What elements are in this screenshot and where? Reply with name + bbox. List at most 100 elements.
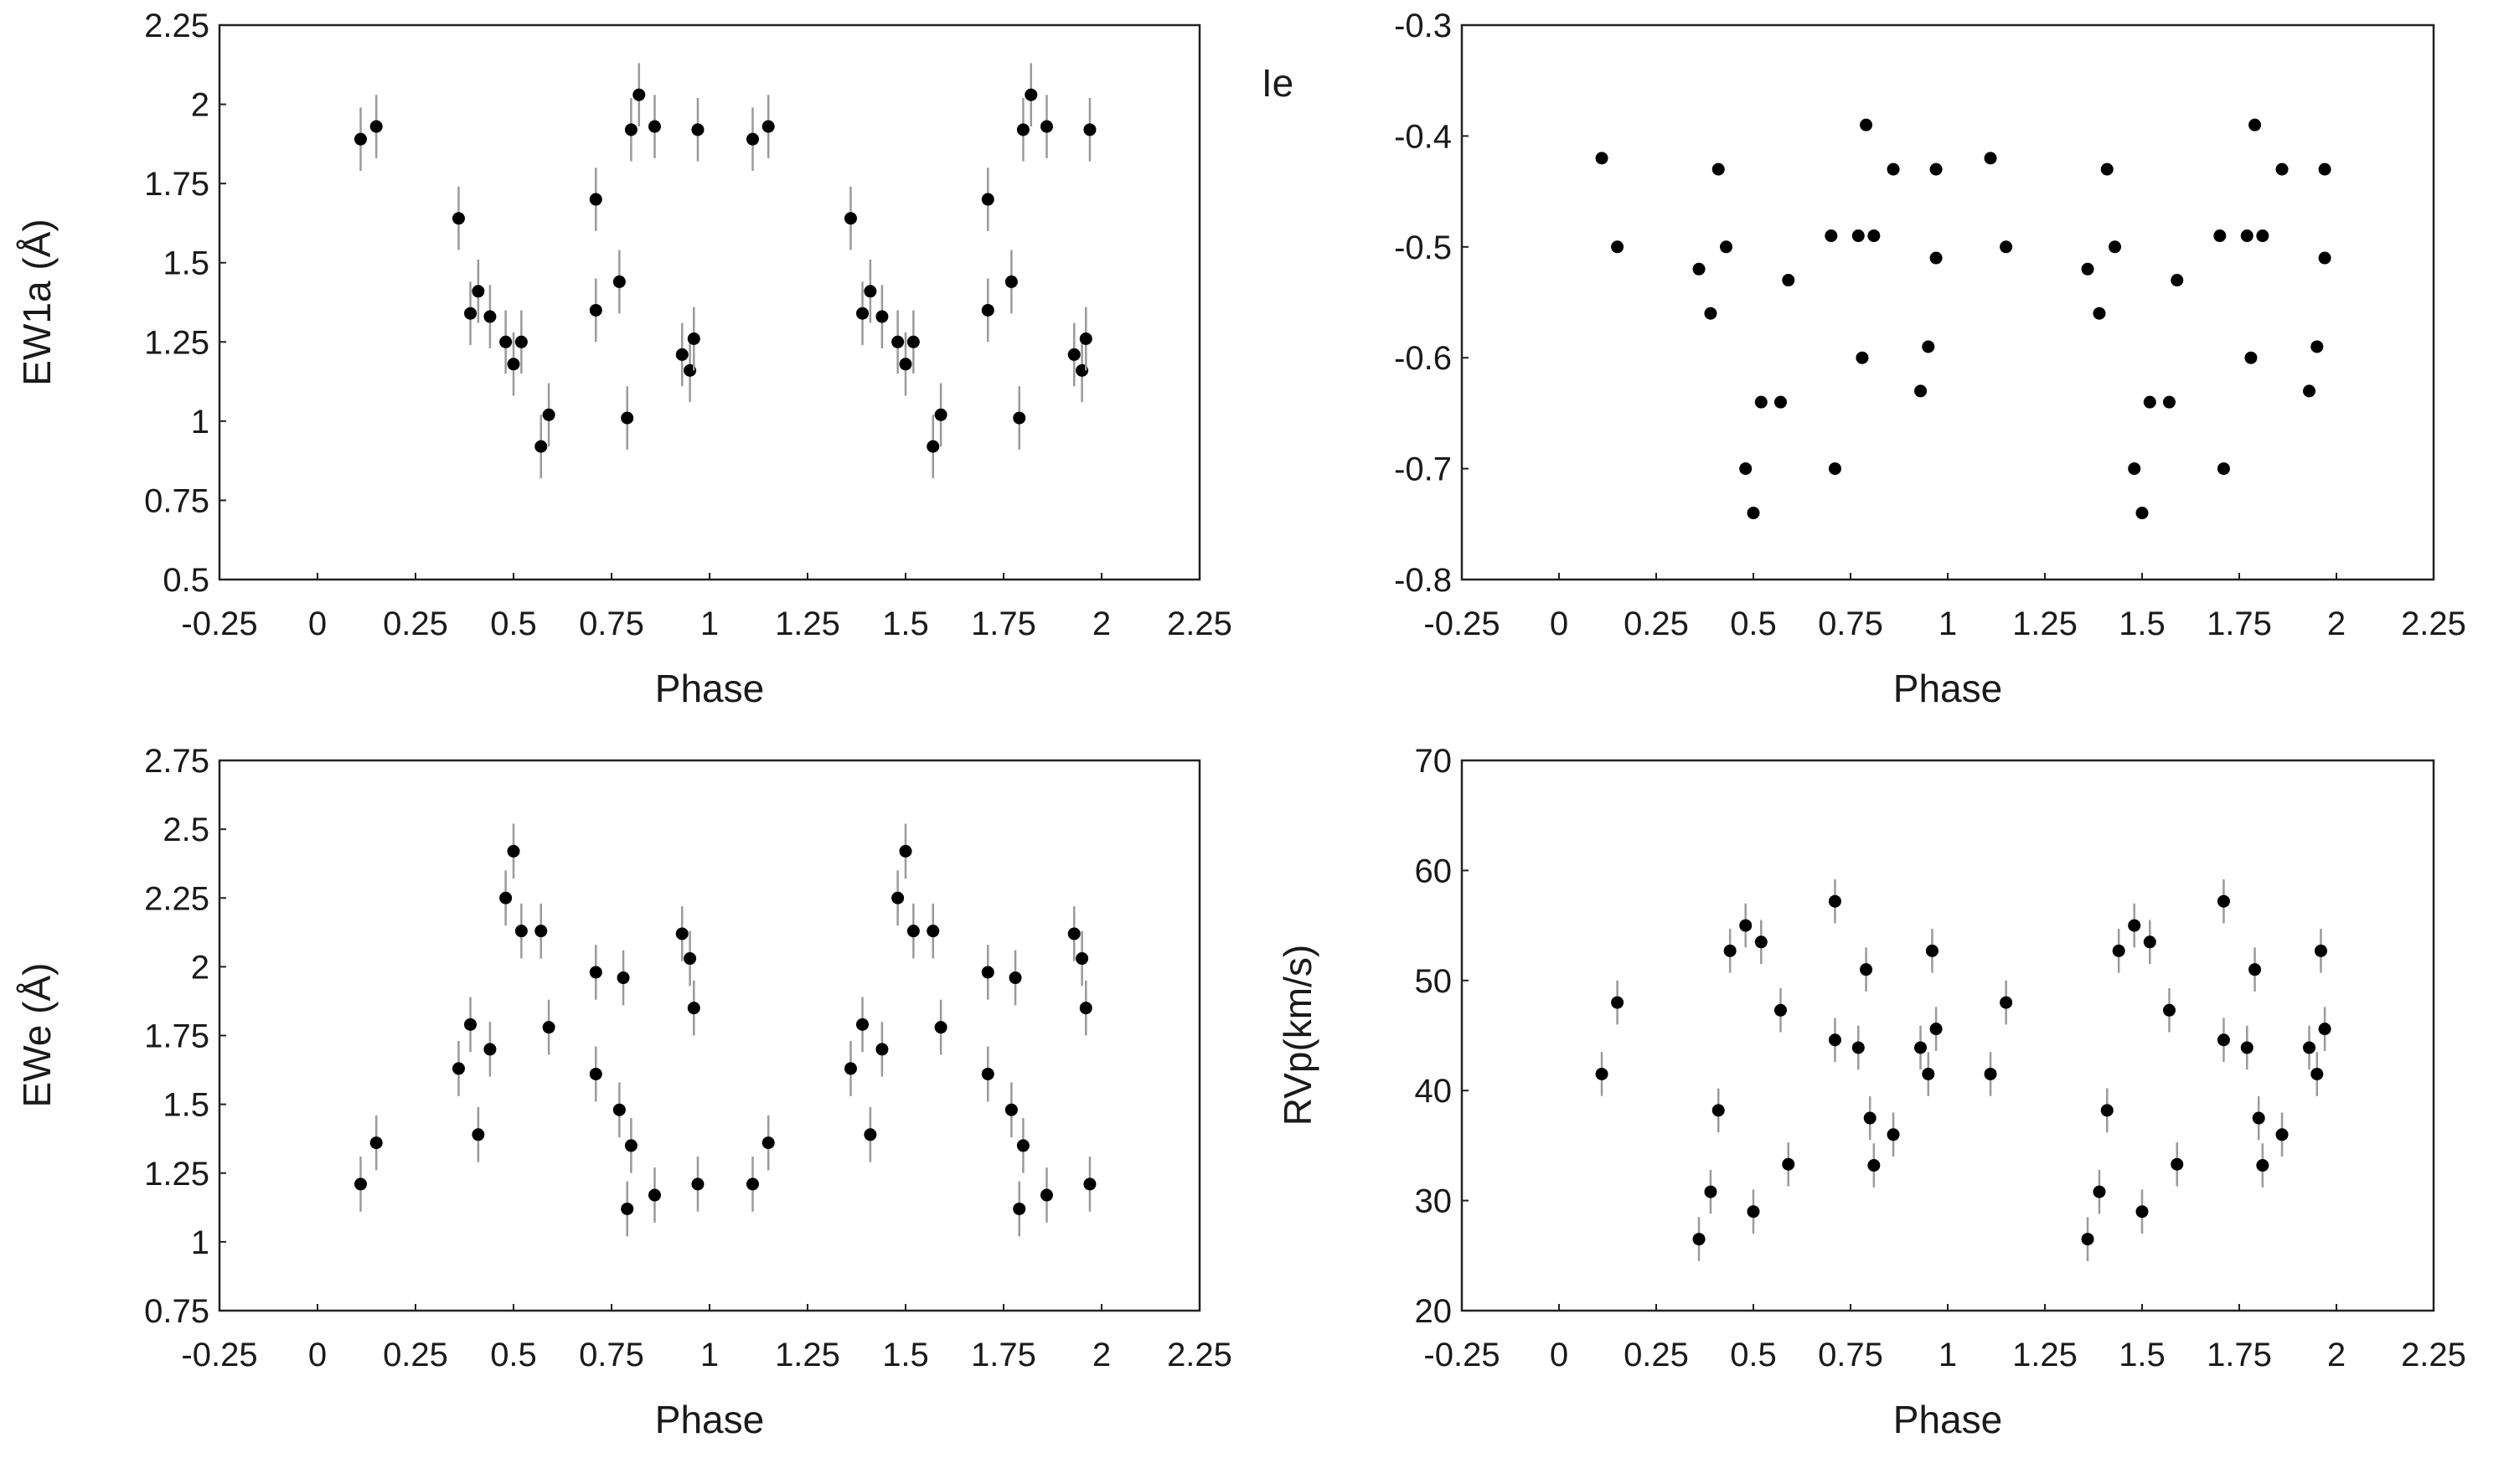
plot-frame — [1460, 759, 2435, 1312]
y-tick-label: 2.5 — [163, 812, 209, 848]
x-tick-label: 1.75 — [971, 1337, 1036, 1373]
data-point — [1595, 152, 1608, 165]
data-point — [1914, 384, 1928, 398]
data-point — [1856, 351, 1869, 364]
data-point — [2143, 935, 2156, 949]
data-point — [1929, 1023, 1943, 1036]
x-tick-label: 0.75 — [1818, 1337, 1883, 1373]
data-point — [1739, 462, 1753, 476]
x-tick-label: -0.25 — [1423, 1337, 1500, 1373]
y-tick-label: 1 — [191, 1224, 209, 1261]
chart-panel-3: -0.25 0 0.25 0.5 0.75 1 1.25 1.5 1.75 2 2.25 0.75 1 1… — [15, 743, 1232, 1441]
x-tick-label: 0.25 — [1624, 1337, 1689, 1373]
data-point — [1692, 1233, 1706, 1246]
data-point — [369, 1136, 383, 1150]
data-point — [2162, 1003, 2176, 1017]
data-point — [1040, 1188, 1053, 1202]
data-point — [1851, 229, 1865, 243]
x-tick-label: 1.75 — [971, 605, 1036, 642]
data-point — [856, 307, 870, 320]
data-point — [514, 335, 528, 348]
y-tick-label: -0.5 — [1394, 229, 1452, 266]
data-point — [2310, 340, 2324, 353]
x-axis-label: Phase — [655, 1398, 764, 1441]
y-tick-label: 1.25 — [144, 1156, 209, 1193]
data-point — [1773, 1003, 1787, 1017]
data-point — [514, 925, 528, 938]
data-point — [1079, 1002, 1092, 1015]
data-point — [1929, 251, 1943, 265]
data-point — [687, 1002, 700, 1015]
data-point — [1984, 1067, 1997, 1080]
y-tick-label: 2.25 — [144, 8, 209, 44]
x-tick-label: 2 — [1092, 605, 1111, 642]
data-point — [1828, 894, 1841, 908]
data-point — [1611, 996, 1624, 1009]
data-point — [2093, 307, 2106, 320]
data-point — [746, 132, 759, 146]
y-tick-label: 50 — [1415, 963, 1453, 1000]
x-tick-label: 1.25 — [2012, 605, 2078, 642]
data-point — [934, 408, 947, 421]
x-tick-label: 1.25 — [775, 1337, 840, 1373]
y-tick-label: 2 — [191, 949, 209, 986]
y-axis-label: EWe (Å) — [15, 963, 59, 1108]
data-point — [875, 310, 889, 323]
data-point — [2100, 162, 2114, 176]
x-axis-label: Phase — [1893, 667, 2002, 710]
data-point — [499, 335, 513, 348]
data-point — [2314, 944, 2327, 957]
data-point — [2303, 384, 2316, 398]
data-point — [1013, 1202, 1026, 1215]
data-point — [542, 408, 555, 421]
data-point — [2100, 1104, 2114, 1117]
chart-panel-2: -0.25 0 0.25 0.5 0.75 1 1.25 1.5 1.75 2 2.25 -0.8 -0… — [1262, 8, 2466, 710]
x-tick-label: -0.25 — [181, 605, 257, 642]
x-tick-label: 1.75 — [2207, 1337, 2272, 1373]
data-point — [1773, 395, 1787, 409]
y-axis-label: EW1a (Å) — [15, 219, 59, 385]
x-tick-label: 0 — [308, 1337, 327, 1373]
data-point — [589, 193, 602, 206]
data-point — [1867, 1159, 1881, 1172]
x-tick-label: -0.25 — [181, 1337, 257, 1373]
data-point — [1083, 1177, 1097, 1191]
data-point — [2171, 1157, 2184, 1171]
y-tick-label: 70 — [1415, 743, 1453, 780]
data-point — [684, 952, 697, 966]
data-point — [589, 1067, 602, 1080]
data-point — [472, 285, 485, 298]
x-tick-label: 2 — [2327, 1337, 2346, 1373]
data-point — [1754, 935, 1768, 949]
data-point — [2252, 1111, 2265, 1125]
data-point — [1984, 152, 1997, 165]
data-point — [2109, 240, 2122, 254]
data-point — [472, 1128, 485, 1141]
y-tick-label: 1.75 — [144, 166, 209, 203]
data-point — [981, 966, 994, 979]
y-tick-label: 2.25 — [144, 880, 209, 917]
x-tick-label: 1 — [700, 1337, 719, 1373]
data-point — [534, 925, 548, 938]
data-point — [1040, 120, 1053, 133]
data-point — [906, 335, 920, 348]
data-point — [691, 123, 705, 137]
data-point — [891, 891, 905, 904]
x-tick-label: 0.5 — [1730, 605, 1777, 642]
x-tick-label: 2.25 — [2401, 1337, 2466, 1373]
data-point — [589, 966, 602, 979]
data-point — [1739, 919, 1753, 932]
x-tick-label: 1 — [1939, 605, 1957, 642]
data-point — [464, 1018, 478, 1031]
y-tick-label: 20 — [1415, 1293, 1453, 1330]
data-point — [1079, 332, 1092, 346]
chart-panel-4: -0.25 0 0.25 0.5 0.75 1 1.25 1.5 1.75 2 2.25 20 30 40… — [1276, 743, 2466, 1441]
data-point — [1754, 395, 1768, 409]
data-point — [2303, 1041, 2316, 1054]
data-point — [675, 927, 689, 940]
data-point — [1828, 462, 1841, 476]
data-point — [464, 307, 478, 320]
data-point — [2135, 1205, 2149, 1219]
data-point — [2256, 229, 2269, 243]
y-tick-label: 1.5 — [163, 1087, 209, 1124]
